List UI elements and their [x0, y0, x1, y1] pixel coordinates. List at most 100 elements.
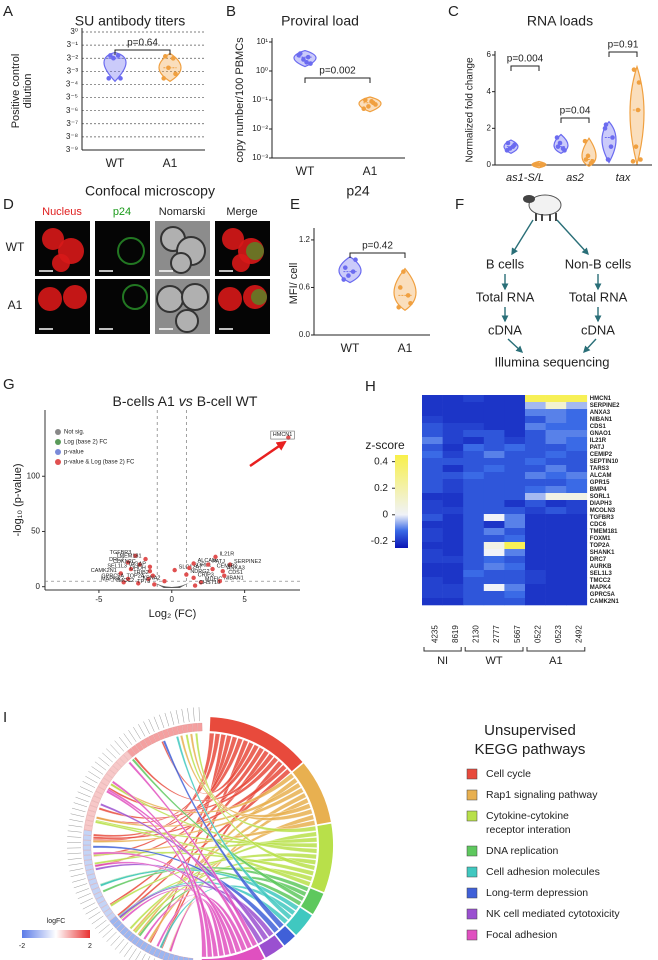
- gene-point: [146, 576, 151, 582]
- data-point: [532, 162, 538, 168]
- chord-ribbon: [138, 875, 307, 937]
- heat-cell: [483, 535, 505, 543]
- gene-label-mark: [68, 863, 83, 866]
- legend-swatch: [466, 845, 478, 857]
- gene-tile: [83, 850, 92, 856]
- gene-point: [133, 553, 138, 558]
- heat-cell: [545, 584, 567, 592]
- gene-label-mark: [79, 786, 93, 793]
- heat-cell: [463, 556, 485, 564]
- gene-point: [191, 561, 196, 566]
- column-header: p24: [113, 206, 131, 218]
- heat-cell: [566, 507, 588, 515]
- heat-cell: [545, 416, 567, 424]
- gene-point: [213, 554, 218, 560]
- data-point: [582, 138, 588, 144]
- heat-cell: [545, 409, 567, 417]
- heat-cell: [463, 465, 485, 473]
- gene-label-mark: [153, 716, 160, 730]
- gene-point: [152, 582, 157, 587]
- y-tick-label: 2: [487, 123, 492, 132]
- heat-cell: [483, 451, 505, 459]
- row-label: MCOLN3: [590, 508, 616, 514]
- heat-cell: [566, 521, 588, 529]
- column-label: 5667: [513, 625, 522, 643]
- panel-letter: C: [448, 3, 459, 20]
- legend-label: p-value: [64, 450, 84, 456]
- gene-label-mark: [148, 718, 155, 732]
- panel-title: KEGG pathways: [475, 741, 586, 758]
- heat-cell: [504, 598, 526, 606]
- y-tick-label: 3⁻⁴: [66, 80, 79, 89]
- heat-cell: [504, 416, 526, 424]
- gene-tile: [84, 864, 94, 871]
- violin: [338, 256, 362, 284]
- heat-cell: [422, 444, 443, 452]
- gene-label-mark: [119, 942, 129, 954]
- panel-title: SU antibody titers: [75, 13, 186, 29]
- row-label: TGFBR3: [590, 515, 615, 521]
- colorbar-tick-label: 0: [382, 509, 388, 520]
- legend-swatch: [55, 429, 61, 435]
- heat-cell: [525, 416, 546, 424]
- heat-cell: [463, 500, 485, 508]
- heat-cell: [463, 451, 485, 459]
- legend-label: p-value & Log (base 2) FC: [64, 460, 135, 466]
- gene-tile: [144, 943, 153, 954]
- gene-tile: [91, 887, 101, 895]
- gene-label-mark: [175, 710, 180, 724]
- chord-ribbon: [111, 780, 213, 958]
- gene-point: [191, 575, 196, 581]
- y-tick-label: 50: [31, 527, 40, 536]
- row-label: IL21R: [590, 438, 607, 444]
- heat-cell: [483, 514, 505, 522]
- heat-cell: [463, 591, 485, 599]
- gene-tile: [109, 765, 119, 775]
- gene-tile: [153, 948, 161, 958]
- heat-cell: [525, 500, 546, 508]
- heat-cell: [483, 570, 505, 578]
- heat-cell: [566, 500, 588, 508]
- row-label: GPRC5A: [590, 592, 616, 598]
- gene-label-mark: [135, 951, 142, 960]
- heat-cell: [442, 486, 464, 494]
- gene-tile: [98, 900, 108, 909]
- chord-ribbon: [131, 758, 305, 902]
- gene-tile: [83, 824, 93, 831]
- data-point: [562, 148, 567, 153]
- heat-cell: [525, 451, 546, 459]
- heat-cell: [504, 465, 526, 473]
- x-tick-label: as1-S/L: [506, 172, 544, 184]
- gene-label: KPNA2: [142, 576, 160, 582]
- gene-label: CDKN2C: [113, 559, 136, 565]
- heat-cell: [545, 423, 567, 431]
- y-axis-label: Normalized fold change: [465, 57, 476, 162]
- heat-cell: [442, 472, 464, 480]
- micrograph: [35, 221, 90, 276]
- gene-tile: [148, 946, 157, 956]
- data-point: [346, 273, 351, 278]
- gene-label-mark: [85, 906, 98, 915]
- heat-cell: [422, 416, 443, 424]
- gene-label-mark: [85, 775, 98, 784]
- heat-cell: [545, 521, 567, 529]
- heat-cell: [442, 465, 464, 473]
- heat-cell: [442, 395, 464, 403]
- heat-cell: [566, 549, 588, 557]
- nucleus: [57, 311, 77, 331]
- heat-cell: [545, 444, 567, 452]
- heat-cell: [504, 409, 526, 417]
- y-tick-label: 3⁻²: [67, 53, 79, 62]
- gene-tile: [85, 868, 95, 876]
- p24-signal: [251, 289, 267, 305]
- cell-outline: [156, 285, 184, 313]
- gene-point: [220, 569, 225, 574]
- gene-tile: [182, 724, 189, 734]
- data-point: [555, 144, 561, 149]
- flow-node: cDNA: [581, 322, 615, 337]
- heat-cell: [545, 535, 567, 543]
- highlight-arrow: [249, 440, 287, 468]
- heat-cell: [483, 430, 505, 438]
- heat-cell: [463, 542, 485, 550]
- row-label: FOXM1: [590, 536, 611, 542]
